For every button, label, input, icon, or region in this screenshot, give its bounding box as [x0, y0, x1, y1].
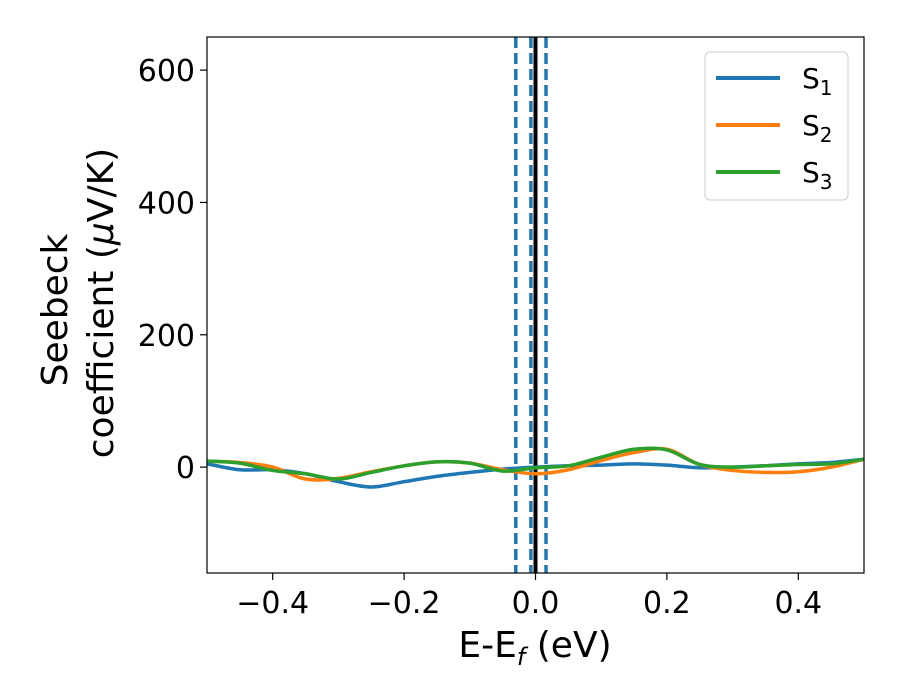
x-tick-label: −0.4: [236, 586, 309, 621]
legend: S1 S2 S3: [704, 51, 849, 201]
y-axis-ticks: 0 200 400 600: [138, 54, 207, 486]
y-tick-label: 200: [138, 319, 195, 354]
series-line-s3: [207, 446, 864, 481]
y-axis-label-mu: μ: [81, 222, 122, 246]
x-axis-label-main: E-E: [458, 625, 516, 666]
legend-label-s3: S3: [802, 156, 833, 194]
x-tick-label: 0.4: [774, 586, 822, 621]
y-tick-label: 400: [138, 186, 195, 221]
y-axis-label-line1: Seebeck: [35, 233, 76, 386]
legend-label-s1: S1: [802, 62, 833, 100]
x-tick-label: −0.2: [368, 586, 441, 621]
y-axis-label-unit: V/K): [81, 148, 122, 222]
y-tick-label: 0: [176, 451, 195, 486]
x-tick-label: 0.0: [512, 586, 560, 621]
x-axis-label: E-Ef (eV): [458, 625, 611, 671]
x-axis-label-unit: (eV): [525, 625, 611, 666]
series-line-s2: [207, 446, 864, 482]
x-axis-ticks: −0.4 −0.2 0.0 0.2 0.4: [236, 573, 822, 621]
reference-lines: [514, 37, 548, 573]
y-axis-label-line2: coefficient (μV/K): [81, 148, 122, 458]
series-lines: [207, 446, 864, 489]
x-tick-label: 0.2: [643, 586, 691, 621]
legend-label-s2: S2: [802, 109, 833, 147]
y-axis-label-text: coefficient (: [81, 245, 122, 458]
y-tick-label: 600: [138, 54, 195, 89]
